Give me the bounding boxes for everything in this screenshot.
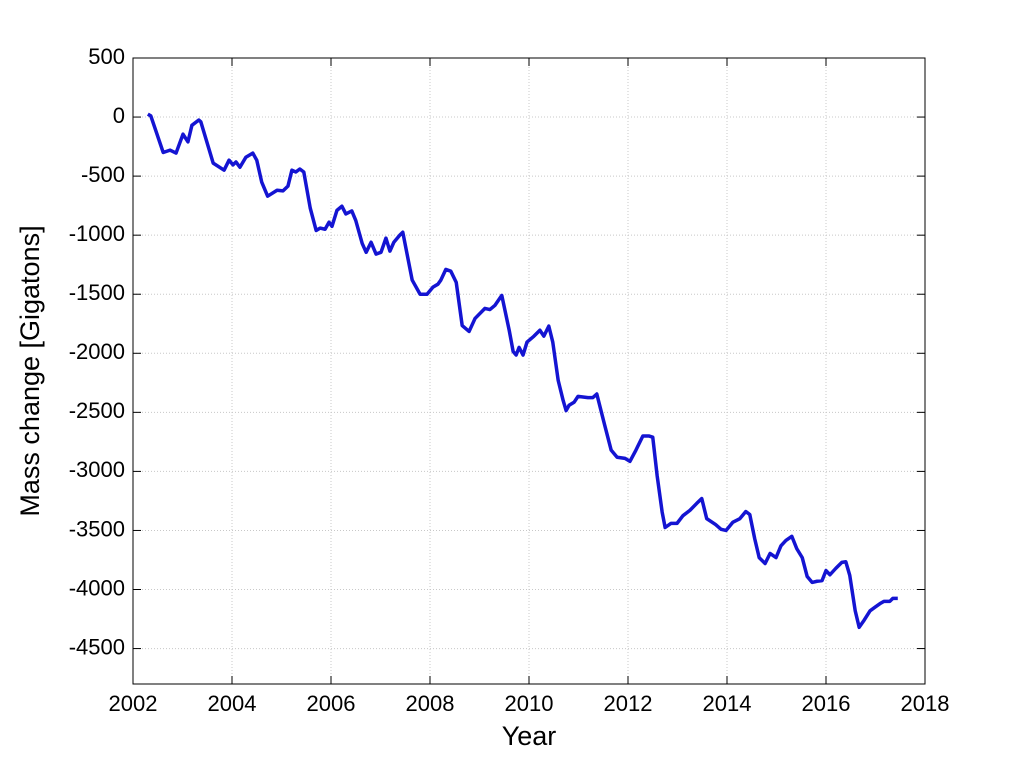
x-tick-label: 2006 [307,691,356,716]
x-tick-label: 2010 [505,691,554,716]
x-tick-label: 2002 [109,691,158,716]
y-tick-label: -4000 [69,575,125,600]
x-tick-label: 2016 [802,691,851,716]
x-tick-label: 2008 [406,691,455,716]
x-tick-label: 2014 [703,691,752,716]
y-tick-label: -500 [81,162,125,187]
y-axis-label: Mass change [Gigatons] [15,225,45,516]
y-tick-label: -3000 [69,457,125,482]
y-tick-label: -4500 [69,634,125,659]
data-line [146,112,898,630]
x-tick-label: 2004 [208,691,257,716]
y-tick-label: -1500 [69,280,125,305]
y-tick-label: -1000 [69,221,125,246]
y-tick-label: -3500 [69,516,125,541]
y-tick-label: 0 [113,103,125,128]
x-axis-label: Year [502,721,557,751]
y-tick-label: -2000 [69,339,125,364]
x-tick-label: 2012 [604,691,653,716]
y-tick-label: -2500 [69,398,125,423]
y-tick-label: 500 [88,44,125,69]
x-tick-label: 2018 [901,691,950,716]
